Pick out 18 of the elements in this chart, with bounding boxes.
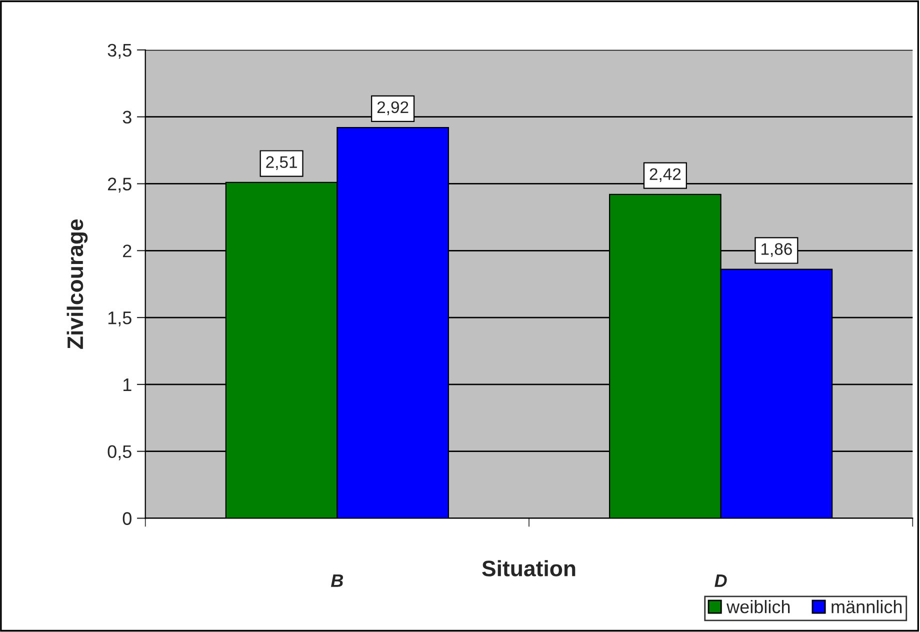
y-tick-label: 1,5 — [108, 312, 132, 326]
y-tick-label: 0 — [122, 512, 132, 525]
y-tick-label: 1 — [124, 378, 132, 391]
y-tick-label: 3,5 — [108, 44, 132, 59]
legend-label: weiblich — [726, 600, 790, 614]
y-tick-label: 3 — [122, 110, 132, 124]
legend-label: männlich — [832, 600, 902, 614]
data-label: 1,86 — [762, 243, 792, 257]
x-tick-label: D — [714, 574, 727, 587]
y-tick-label: 2,5 — [108, 178, 132, 193]
x-tick-label: B — [330, 574, 344, 587]
data-label: 2,51 — [266, 156, 297, 170]
data-label: 2,92 — [377, 101, 408, 116]
y-tick-label: 0,5 — [108, 445, 132, 460]
data-label: 2,42 — [650, 168, 681, 182]
y-axis-title: Zivilcourage — [66, 219, 88, 349]
x-axis-title: Situation — [482, 560, 576, 576]
y-tick-label: 2 — [123, 244, 132, 258]
